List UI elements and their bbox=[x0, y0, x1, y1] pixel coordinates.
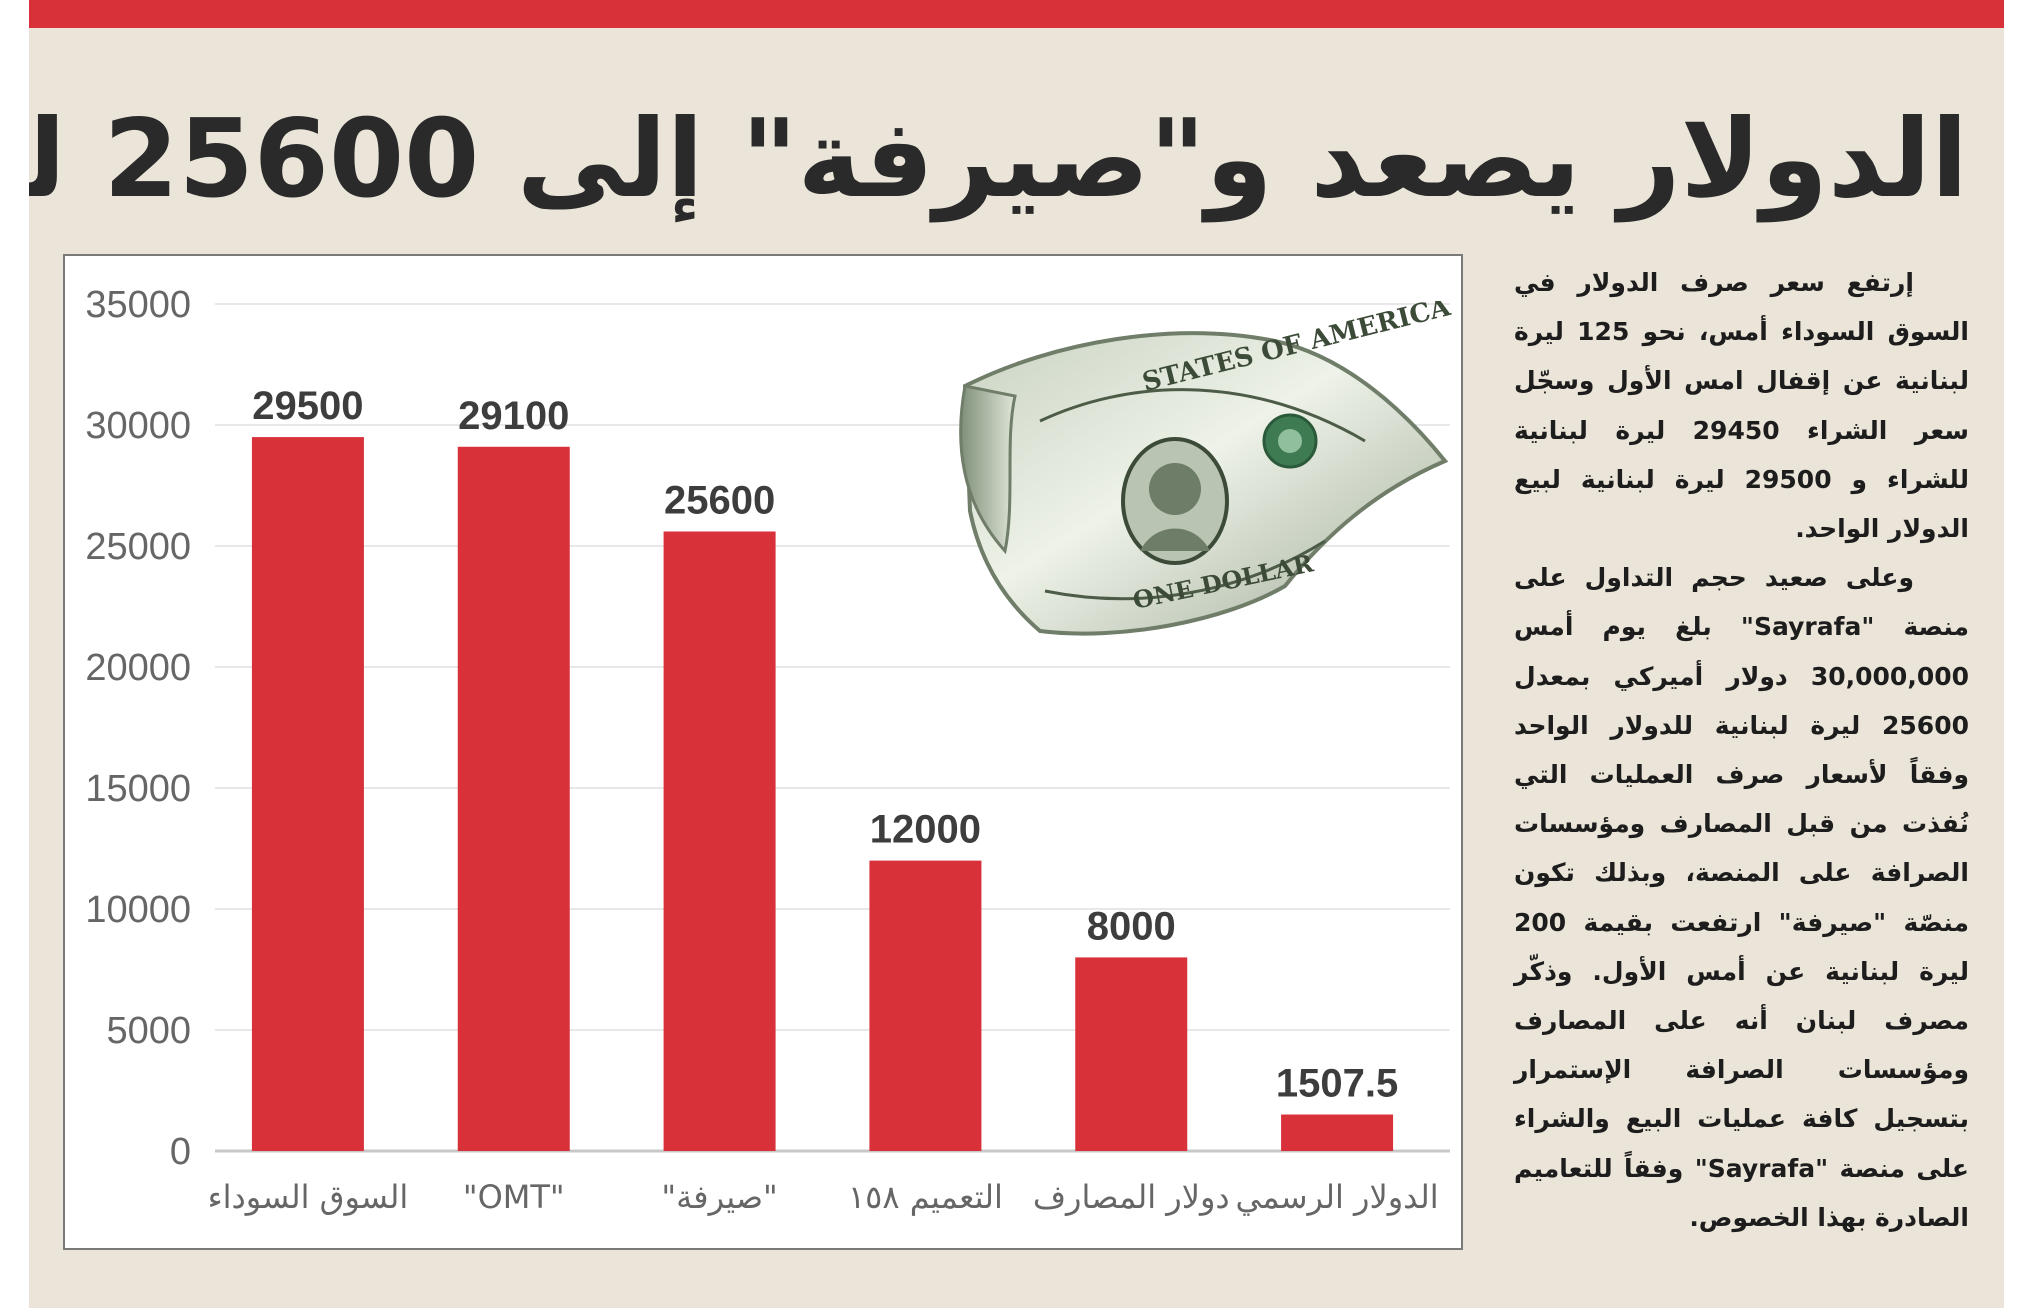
bar bbox=[457, 446, 570, 1151]
y-tick-label: 20000 bbox=[85, 647, 191, 689]
top-accent-bar bbox=[29, 0, 2004, 28]
bar bbox=[1075, 957, 1188, 1151]
x-category-label: "صيرفة" bbox=[661, 1178, 777, 1216]
bar-value-label: 1507.5 bbox=[1276, 1062, 1398, 1106]
bar bbox=[663, 531, 776, 1151]
dollar-bill-icon: STATES OF AMERICA ONE DOLLAR bbox=[959, 301, 1454, 636]
article-panel: الدولار يصعد و"صيرفة" إلى 25600 ليرة 0 50… bbox=[29, 0, 2004, 1308]
y-tick-label: 15000 bbox=[85, 768, 191, 810]
bar-chart: 0 5000 10000 15000 20000 25000 30000 35000 29500… bbox=[63, 254, 1463, 1250]
bar bbox=[869, 860, 982, 1151]
bar-value-label: 29100 bbox=[458, 394, 569, 438]
y-tick-label: 35000 bbox=[85, 284, 191, 326]
headline: الدولار يصعد و"صيرفة" إلى 25600 ليرة bbox=[29, 97, 1968, 222]
article-paragraph-2: وعلى صعيد حجم التداول على منصة "Sayrafa"… bbox=[1514, 563, 1969, 1232]
x-category-label: الدولار الرسمي bbox=[1236, 1178, 1439, 1216]
y-tick-label: 0 bbox=[170, 1131, 191, 1173]
bar bbox=[251, 437, 364, 1152]
y-tick-label: 30000 bbox=[85, 405, 191, 447]
x-category-label: دولار المصارف bbox=[1033, 1178, 1230, 1216]
bar-value-label: 29500 bbox=[252, 384, 363, 428]
bar bbox=[1281, 1114, 1394, 1151]
bar-value-label: 25600 bbox=[664, 478, 775, 522]
bar-value-label: 12000 bbox=[870, 808, 981, 852]
y-tick-label: 25000 bbox=[85, 526, 191, 568]
bar-value-label: 8000 bbox=[1087, 904, 1176, 948]
x-category-label: التعميم ١٥٨ bbox=[848, 1178, 1003, 1216]
y-tick-label: 5000 bbox=[106, 1010, 191, 1052]
x-category-label: "OMT" bbox=[463, 1178, 565, 1216]
article-paragraph-1: إرتفع سعر صرف الدولار في السوق السوداء أ… bbox=[1514, 268, 1969, 544]
article-text: إرتفع سعر صرف الدولار في السوق السوداء أ… bbox=[1514, 258, 1969, 1242]
y-tick-label: 10000 bbox=[85, 889, 191, 931]
chart-canvas: 0 5000 10000 15000 20000 25000 30000 35000 29500… bbox=[85, 284, 1450, 1216]
x-category-label: السوق السوداء bbox=[208, 1178, 409, 1216]
